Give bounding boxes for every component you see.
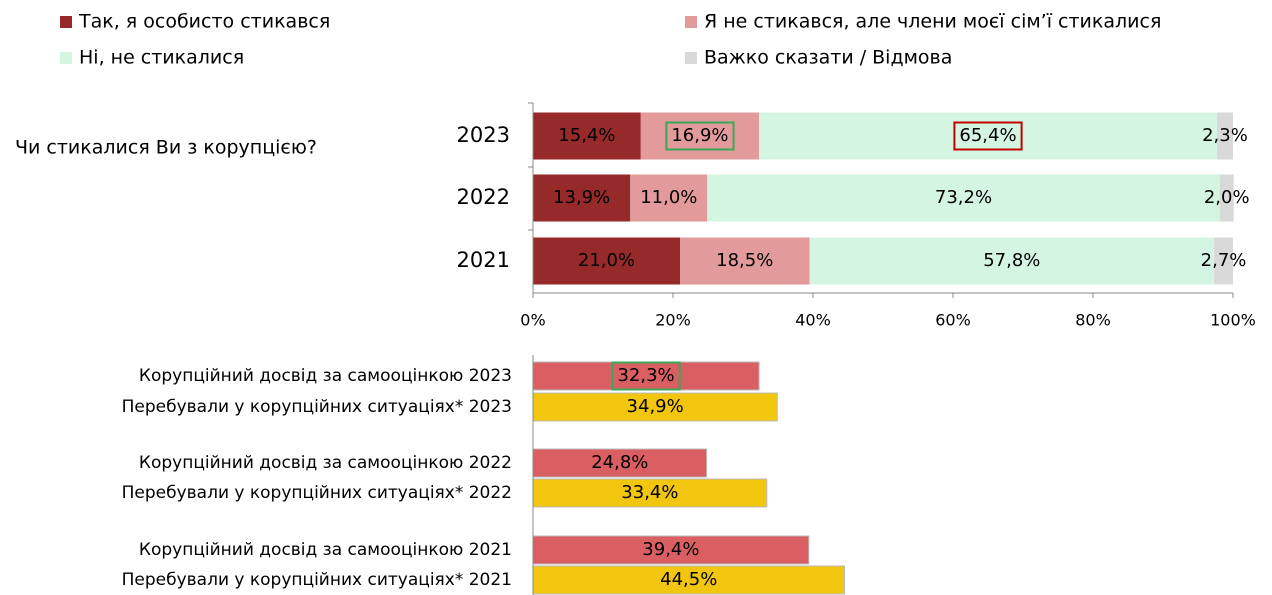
question: Чи стикалися Ви з корупцією? <box>15 137 317 159</box>
bar <box>532 392 778 422</box>
bar <box>532 565 845 595</box>
x-tick-label: 100% <box>1210 311 1256 330</box>
value-label: 33,4% <box>621 482 678 503</box>
bar <box>532 478 768 508</box>
x-tick-label: 80% <box>1075 311 1111 330</box>
label-highlight <box>665 121 735 151</box>
x-tick-label: 40% <box>795 311 831 330</box>
bar-segment <box>533 174 631 222</box>
legend-swatch <box>60 16 72 28</box>
category-label: 2023 <box>457 123 510 147</box>
category-label: 2022 <box>457 185 510 209</box>
category-label: Перебували у корупційних ситуаціях* 2021 <box>122 570 512 590</box>
bar-segment <box>707 174 1220 222</box>
legend-swatch <box>685 52 697 64</box>
bar-segment <box>630 174 708 222</box>
value-label: 11,0% <box>640 187 697 208</box>
value-label: 2,3% <box>1202 125 1248 146</box>
bar-segment <box>759 112 1217 160</box>
category-label: Перебували у корупційних ситуаціях* 2022 <box>122 483 512 503</box>
legend-label: Так, я особисто стикався <box>78 11 330 33</box>
bar <box>532 535 810 565</box>
bar-segment <box>1219 174 1234 222</box>
bar-segment <box>809 237 1215 285</box>
bar-segment <box>533 237 680 285</box>
category-label: Корупційний досвід за самооцінкою 2023 <box>139 366 512 386</box>
value-label: 32,3% <box>617 365 674 386</box>
bar-segment <box>1214 237 1233 285</box>
legend-swatch <box>60 52 72 64</box>
legend-label: Важко сказати / Відмова <box>704 47 952 69</box>
legend-label: Я не стикався, але члени моєї сім’ї стик… <box>704 11 1161 33</box>
bar-segment <box>680 237 810 285</box>
bar-segment <box>533 112 641 160</box>
value-label: 2,0% <box>1204 187 1250 208</box>
bar-segment <box>640 112 760 160</box>
bar-segment <box>1216 112 1233 160</box>
category-label: 2021 <box>457 248 510 272</box>
value-label: 24,8% <box>591 452 648 473</box>
value-label: 73,2% <box>935 187 992 208</box>
value-label: 2,7% <box>1201 250 1247 271</box>
x-tick-label: 0% <box>520 311 545 330</box>
value-label: 39,4% <box>642 539 699 560</box>
value-label: 21,0% <box>578 250 635 271</box>
value-label: 16,9% <box>671 125 728 146</box>
category-label: Корупційний досвід за самооцінкою 2022 <box>139 453 512 473</box>
value-label: 44,5% <box>660 569 717 590</box>
value-label: 13,9% <box>553 187 610 208</box>
legend-label: Ні, не стикалися <box>79 47 244 69</box>
legend-swatch <box>685 16 697 28</box>
value-label: 34,9% <box>627 396 684 417</box>
category-label: Корупційний досвід за самооцінкою 2021 <box>139 540 512 560</box>
x-tick-label: 60% <box>935 311 971 330</box>
category-label: Перебували у корупційних ситуаціях* 2023 <box>122 397 512 417</box>
value-label: 57,8% <box>983 250 1040 271</box>
x-tick-label: 20% <box>655 311 691 330</box>
label-highlight <box>953 121 1023 151</box>
value-label: 15,4% <box>558 125 615 146</box>
label-highlight <box>611 361 681 391</box>
value-label: 18,5% <box>716 250 773 271</box>
value-label: 65,4% <box>959 125 1016 146</box>
bar <box>532 448 708 478</box>
